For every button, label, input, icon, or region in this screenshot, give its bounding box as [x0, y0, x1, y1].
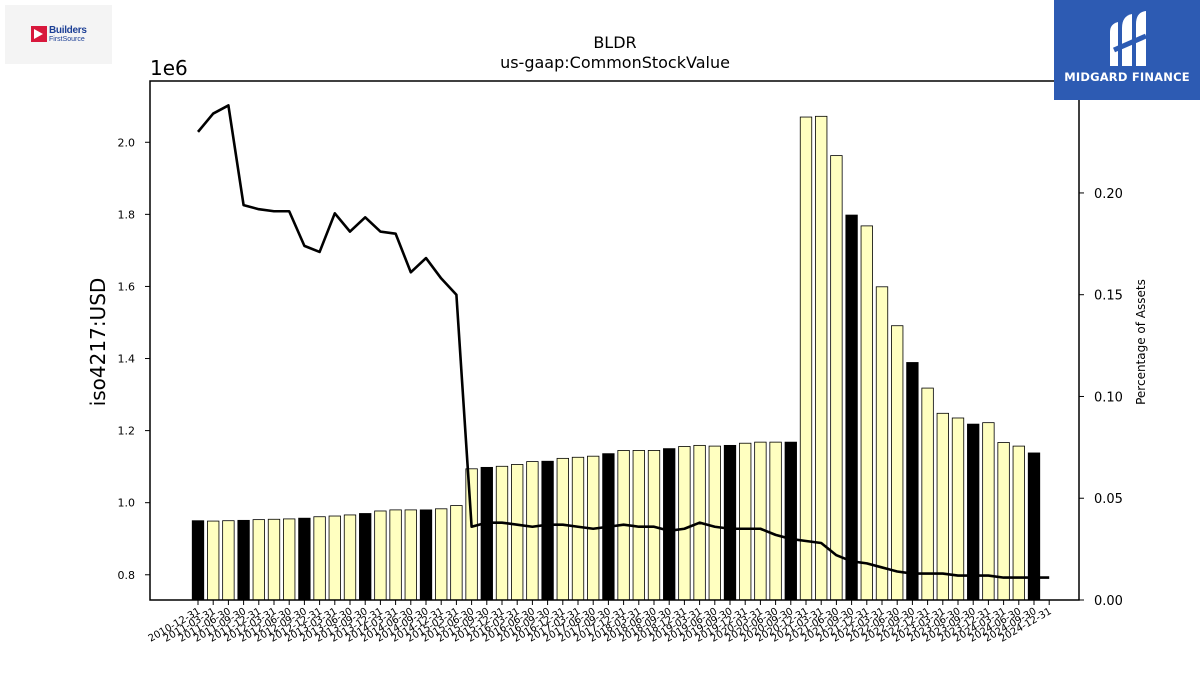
- plot-frame: [149, 80, 1080, 601]
- bar-2018-12-31: [678, 446, 691, 601]
- bar-2016-06-30: [526, 461, 539, 601]
- logo-left-line1: Builders: [49, 25, 87, 36]
- bar-2011-03-31: [207, 520, 220, 601]
- bar-2015-03-31: [450, 505, 463, 601]
- y-tick-label: 0.8: [118, 569, 136, 582]
- bar-2014-06-30: [404, 509, 417, 601]
- bar-2012-03-31: [267, 518, 281, 601]
- bar-2010-12-31: [191, 520, 205, 601]
- bar-2021-03-31: [815, 115, 828, 601]
- midgard-logo-icon: [1110, 11, 1148, 66]
- axes-layer: 0.8 1.0 1.2 1.4 1.6 1.8 2.0 0.00 0.05 0.10 0.15 0.2…: [118, 80, 1123, 645]
- y-tick-label: 1.4: [118, 353, 136, 366]
- midgard-finance-logo: MIDGARD FINANCE: [1054, 0, 1200, 100]
- bar-2013-06-30: [343, 514, 357, 601]
- bar-2020-06-30: [769, 441, 782, 601]
- bar-2015-12-31: [495, 465, 509, 601]
- bar-2020-12-31: [799, 116, 813, 601]
- bar-2015-09-30: [480, 466, 493, 601]
- y-tick-label: 1.8: [118, 208, 136, 221]
- bar-2014-09-30: [419, 509, 433, 601]
- chart-subtitle: us-gaap:CommonStockValue: [500, 53, 730, 72]
- logo-left-line2: FirstSource: [49, 36, 85, 43]
- bar-2021-12-31: [860, 225, 873, 601]
- bar-2020-03-31: [754, 441, 767, 601]
- y-offset-label: 1e6: [150, 56, 188, 80]
- bar-2014-03-31: [389, 509, 402, 601]
- bar-2020-09-30: [784, 441, 797, 601]
- y-tick-label: 1.0: [118, 497, 136, 510]
- y-tick-label: 2.0: [118, 136, 136, 149]
- bar-2013-03-31: [328, 515, 341, 601]
- bar-2022-03-31: [875, 286, 889, 601]
- y-tick-label: 1.2: [118, 425, 136, 438]
- bar-2021-09-30: [845, 214, 858, 601]
- bar-2012-12-31: [313, 516, 326, 601]
- builders-logo-icon: [31, 26, 47, 42]
- chart-title: BLDR: [593, 33, 636, 52]
- bars-layer: [191, 115, 1041, 601]
- bar-2011-09-30: [237, 519, 250, 601]
- y2-tick-label: 0.15: [1094, 289, 1123, 304]
- y2-tick-label: 0.20: [1094, 187, 1123, 202]
- bar-2023-09-30: [967, 423, 980, 601]
- bar-2011-12-31: [252, 519, 265, 601]
- bar-2012-06-30: [283, 518, 296, 601]
- bar-2013-09-30: [359, 513, 372, 601]
- bar-2022-12-31: [921, 387, 934, 601]
- bar-2017-03-31: [571, 456, 585, 601]
- bar-2016-09-30: [541, 460, 554, 601]
- line-layer: [196, 104, 1050, 579]
- bar-2015-06-30: [465, 468, 478, 601]
- bar-2023-06-30: [951, 417, 965, 601]
- bar-2012-09-30: [298, 517, 311, 601]
- y-tick-label: 1.6: [118, 280, 136, 293]
- bar-2019-12-31: [739, 442, 752, 601]
- bar-2023-12-31: [982, 422, 995, 601]
- y2-tick-label: 0.00: [1094, 594, 1123, 609]
- bar-2022-06-30: [891, 325, 904, 601]
- y2-tick-label: 0.05: [1094, 492, 1123, 507]
- y2-axis-label: Percentage of Assets: [1134, 279, 1148, 405]
- bar-2011-06-30: [222, 520, 235, 601]
- percentage-of-assets-line: [196, 104, 1050, 579]
- bar-2016-03-31: [511, 464, 524, 601]
- logo-right-text: MIDGARD FINANCE: [1064, 70, 1190, 84]
- bar-2016-12-31: [556, 457, 569, 601]
- bar-2019-06-30: [708, 445, 721, 601]
- bar-2018-06-30: [647, 450, 661, 601]
- bar-2022-09-30: [906, 362, 919, 601]
- builders-firstsource-logo: Builders FirstSource: [5, 5, 112, 64]
- bar-2019-09-30: [723, 444, 737, 601]
- bar-2014-12-31: [435, 508, 448, 601]
- bar-2023-03-31: [936, 412, 949, 601]
- bar-2021-06-30: [830, 155, 843, 601]
- bar-2018-09-30: [663, 448, 676, 601]
- y2-tick-label: 0.10: [1094, 390, 1123, 405]
- bar-2013-12-31: [374, 510, 387, 601]
- y-axis-label: iso4217:USD: [86, 278, 110, 407]
